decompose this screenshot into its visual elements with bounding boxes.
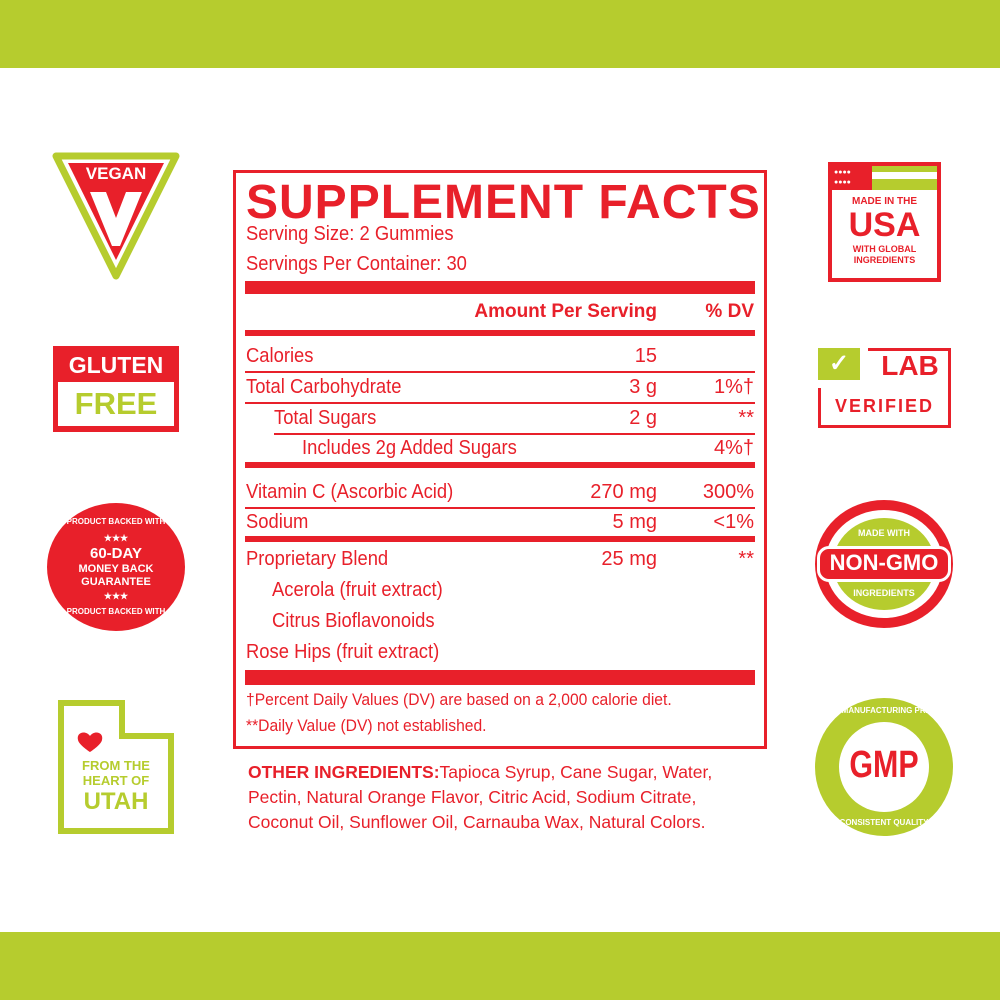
- facts-title: SUPPLEMENT FACTS: [246, 176, 761, 229]
- nutrient-name: Includes 2g Added Sugars: [302, 437, 517, 459]
- ingredients-line: Pectin, Natural Orange Flavor, Citric Ac…: [248, 787, 697, 807]
- nutrient-name: Total Carbohydrate: [246, 376, 402, 398]
- divider: [245, 281, 755, 294]
- servings-per-container: Servings Per Container: 30: [246, 253, 467, 275]
- nutrient-dv: **: [738, 548, 754, 570]
- nutrient-dv: 1%†: [713, 376, 754, 398]
- vegan-badge: VEGAN: [50, 150, 182, 282]
- gluten-free-badge: GLUTEN FREE: [53, 346, 179, 432]
- nutrient-dv: **: [738, 407, 754, 429]
- utah-badge: FROM THE HEART OF UTAH: [58, 700, 174, 834]
- nutrient-name: Vitamin C (Ascorbic Acid): [246, 481, 454, 503]
- ingredients-line: Coconut Oil, Sunflower Oil, Carnauba Wax…: [248, 812, 706, 832]
- money-back-guarantee-badge: PRODUCT BACKED WITH ★★★ 60-DAY MONEY BAC…: [47, 503, 185, 631]
- nutrient-amount: 270 mg: [590, 481, 657, 503]
- other-ingredients-label: OTHER INGREDIENTS:: [248, 762, 440, 782]
- divider: [245, 462, 755, 468]
- footnote-dv: †Percent Daily Values (DV) are based on …: [246, 690, 672, 709]
- checkmark-icon: ✓: [818, 348, 860, 380]
- divider: [245, 507, 755, 509]
- nutrient-dv: <1%: [713, 511, 754, 533]
- bottom-band: [0, 932, 1000, 1000]
- nutrient-amount: 15: [634, 345, 657, 367]
- gmp-badge: GOOD MANUFACTURING PRACTICE GMP CONSISTE…: [815, 698, 955, 836]
- divider: [245, 371, 755, 373]
- nutrient-name: Proprietary Blend: [246, 548, 389, 570]
- nutrient-dv: 4%†: [713, 437, 754, 459]
- supplement-facts-panel: SUPPLEMENT FACTS Serving Size: 2 Gummies…: [233, 170, 767, 749]
- other-ingredients: OTHER INGREDIENTS:Tapioca Syrup, Cane Su…: [248, 760, 768, 835]
- nutrient-name: Sodium: [246, 511, 309, 533]
- nutrient-name: Rose Hips (fruit extract): [246, 641, 440, 663]
- nutrient-dv: 300%: [702, 481, 754, 503]
- flag-stars-icon: ●●●● ●●●●: [832, 166, 872, 190]
- nutrient-name: Calories: [246, 345, 314, 367]
- ingredients-line: Tapioca Syrup, Cane Sugar, Water,: [439, 762, 713, 782]
- non-gmo-badge: MADE WITH NON-GMO INGREDIENTS: [815, 500, 953, 628]
- divider: [274, 433, 755, 435]
- nutrient-name: Citrus Bioflavonoids: [272, 610, 435, 632]
- nutrient-name: Total Sugars: [274, 407, 377, 429]
- serving-size: Serving Size: 2 Gummies: [246, 223, 454, 245]
- nutrient-amount: 25 mg: [601, 548, 657, 570]
- divider: [245, 536, 755, 542]
- header-amount: Amount Per Serving: [474, 301, 657, 322]
- nutrient-name: Acerola (fruit extract): [272, 579, 443, 601]
- nutrient-amount: 5 mg: [612, 511, 657, 533]
- footnote-not-established: **Daily Value (DV) not established.: [246, 716, 487, 735]
- divider: [245, 330, 755, 336]
- nutrient-amount: 3 g: [629, 376, 657, 398]
- made-in-usa-badge: ●●●● ●●●● MADE IN THE USA WITH GLOBAL ING…: [828, 162, 941, 282]
- divider: [245, 670, 755, 685]
- header-dv: % DV: [705, 301, 754, 322]
- lab-verified-badge: ✓ LAB VERIFIED: [818, 348, 951, 428]
- top-band: [0, 0, 1000, 68]
- nutrient-amount: 2 g: [629, 407, 657, 429]
- divider: [245, 402, 755, 404]
